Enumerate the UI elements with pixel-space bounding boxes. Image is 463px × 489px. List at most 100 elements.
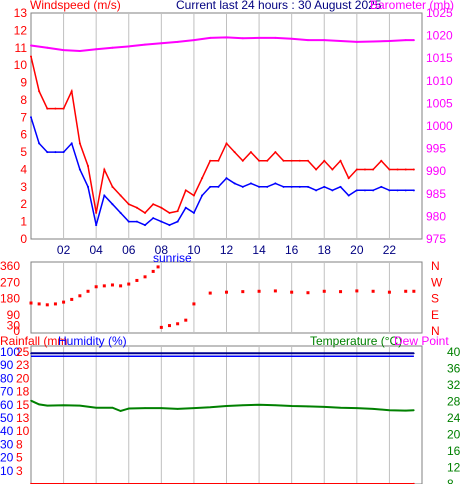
data-point-gust (135, 206, 138, 209)
barometer-tick-label: 975 (426, 232, 446, 246)
data-point-average (184, 206, 187, 209)
chart-title: Current last 24 hours : 30 August 2025 (176, 0, 382, 12)
rainfall-tick-label: 3 (16, 464, 23, 478)
data-point-gust (70, 90, 73, 93)
temperature-tick-label: 28 (447, 395, 461, 409)
data-point-gust (331, 168, 334, 171)
windspeed-tick-label: 13 (14, 6, 28, 20)
direction-point (156, 265, 160, 269)
data-point-average (168, 224, 171, 227)
direction-point (225, 290, 228, 294)
data-point-barometer (46, 46, 49, 49)
dewpoint-legend: Dew Point (394, 334, 449, 348)
data-point-average (372, 189, 375, 192)
x-tick-label: 06 (122, 243, 136, 257)
rainfall-legend: Rainfall (mm (0, 334, 67, 348)
data-point-average (30, 116, 32, 119)
direction-point (404, 289, 408, 293)
data-point-gust (249, 151, 252, 154)
data-point-temperature (30, 399, 32, 402)
data-point-temperature (225, 405, 228, 407)
data-point-average (62, 151, 65, 154)
data-point-average (111, 203, 114, 206)
data-point-average (380, 185, 383, 188)
direction-tick-label: 360 (0, 259, 20, 273)
data-point-gust (168, 211, 171, 214)
windspeed-tick-label: 2 (20, 197, 27, 211)
humidity-tick-label: 80 (0, 371, 14, 385)
data-point-average (249, 182, 252, 185)
data-point-temperature (111, 406, 114, 409)
humidity-tick-label: 100 (0, 345, 20, 359)
humidity-tick-label: 90 (0, 358, 14, 372)
data-point-gust (127, 203, 130, 206)
data-point-average (258, 185, 261, 188)
data-point-temperature (258, 404, 260, 406)
data-point-barometer (241, 37, 244, 40)
barometer-tick-label: 1000 (426, 119, 453, 133)
data-point-gust (233, 151, 236, 154)
direction-point (387, 290, 391, 294)
data-point-gust (355, 168, 358, 171)
x-tick-label: 22 (383, 243, 397, 257)
data-point-gust (363, 168, 366, 171)
compass-label: S (431, 292, 439, 306)
data-point-gust (184, 189, 187, 192)
x-tick-label: 08 (155, 243, 169, 257)
data-point-temperature (404, 409, 407, 412)
data-point-barometer (62, 49, 65, 52)
data-point-average (241, 185, 244, 188)
data-point-gust (78, 142, 81, 145)
direction-point (167, 324, 171, 328)
temperature-tick-label: 24 (447, 411, 461, 425)
data-point-gust (380, 159, 383, 162)
data-point-barometer (274, 36, 277, 39)
windspeed-tick-label: 7 (20, 110, 27, 124)
rainfall-tick-label: 20 (16, 371, 30, 385)
data-point-average (144, 224, 147, 227)
temperature-tick-label: 12 (447, 461, 461, 475)
direction-point (135, 278, 139, 282)
data-point-gust (396, 168, 399, 171)
data-point-gust (347, 177, 350, 180)
data-point-barometer (404, 39, 407, 42)
data-point-barometer (192, 39, 195, 42)
data-point-average (274, 182, 277, 185)
direction-point (184, 318, 188, 322)
data-point-barometer (388, 40, 391, 43)
data-point-average (363, 189, 366, 192)
data-point-average (103, 194, 106, 197)
direction-point (241, 290, 245, 294)
rainfall-tick-label: 13 (16, 411, 30, 425)
direction-point (127, 282, 131, 286)
data-point-gust (46, 107, 49, 110)
windspeed-tick-label: 6 (20, 128, 27, 142)
rainfall-tick-label: 15 (16, 398, 30, 412)
humidity-tick-label: 70 (0, 385, 14, 399)
temperature-tick-label: 20 (447, 428, 461, 442)
x-tick-label: 18 (318, 243, 332, 257)
data-point-humidity (413, 352, 415, 355)
barometer-tick-label: 980 (426, 209, 446, 223)
data-point-average (404, 189, 407, 192)
data-point-barometer (412, 39, 415, 42)
data-point-temperature (274, 404, 277, 407)
data-point-temperature (356, 407, 358, 409)
data-point-barometer (209, 36, 212, 39)
direction-tick-label: 90 (7, 308, 21, 322)
data-point-gust (201, 177, 204, 180)
rainfall-tick-label: 25 (16, 345, 30, 359)
barometer-tick-label: 990 (426, 164, 446, 178)
windspeed-tick-label: 3 (20, 180, 27, 194)
data-point-average (176, 220, 179, 223)
x-tick-label: 14 (252, 243, 266, 257)
data-point-average (355, 189, 358, 192)
data-point-average (225, 177, 228, 180)
data-point-temperature (79, 404, 81, 407)
direction-point (159, 325, 163, 329)
data-point-average (412, 189, 415, 192)
data-point-gust (274, 151, 277, 154)
data-point-average (233, 182, 236, 185)
data-point-average (135, 220, 138, 223)
barometer-tick-label: 1020 (426, 29, 453, 43)
